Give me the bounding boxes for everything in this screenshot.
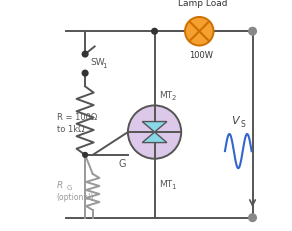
Circle shape: [185, 18, 213, 46]
Circle shape: [152, 29, 157, 35]
Polygon shape: [142, 133, 167, 143]
Text: V: V: [232, 115, 239, 125]
Text: R: R: [57, 180, 63, 189]
Text: R = 100Ω: R = 100Ω: [57, 113, 97, 122]
Text: MT: MT: [159, 90, 173, 99]
Text: MT: MT: [159, 179, 173, 188]
Circle shape: [83, 153, 88, 158]
Text: 2: 2: [172, 94, 176, 100]
Polygon shape: [142, 122, 167, 133]
Text: 1: 1: [102, 62, 107, 68]
Text: 1: 1: [172, 183, 176, 189]
Circle shape: [249, 28, 256, 36]
Circle shape: [82, 52, 88, 58]
Text: Lamp Load: Lamp Load: [178, 0, 228, 8]
Text: SW: SW: [90, 58, 105, 67]
Text: 100W: 100W: [189, 50, 213, 59]
Text: G: G: [119, 159, 126, 169]
Text: G: G: [67, 184, 72, 190]
Circle shape: [249, 214, 256, 222]
Text: S: S: [241, 119, 245, 128]
Text: (optional): (optional): [57, 192, 94, 201]
Circle shape: [82, 71, 88, 77]
Text: to 1kΩ: to 1kΩ: [57, 124, 84, 133]
Circle shape: [128, 106, 181, 159]
